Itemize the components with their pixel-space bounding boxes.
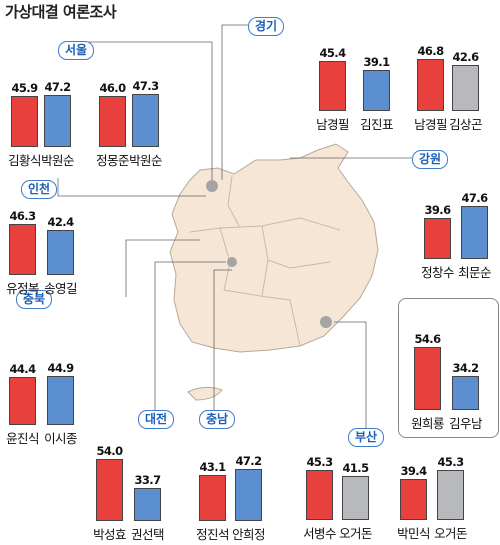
bar-value-label: 39.6 (424, 202, 452, 217)
bar-인천-유정복 (9, 223, 36, 275)
bar-value-label: 34.2 (452, 361, 480, 376)
candidate-name-label: 김진표 (360, 117, 393, 132)
region-label-gangwon: 강원 (412, 150, 449, 169)
bar-부산-박민식 (400, 478, 427, 520)
bar-서울-박원순 (44, 94, 71, 147)
candidate-name-label: 안희정 (232, 527, 265, 542)
candidate-name-label: 원희룡 (411, 416, 444, 431)
region-label-chungnam: 충남 (199, 410, 236, 429)
bar-value-label: 45.3 (437, 455, 465, 470)
candidate-name-label: 김황식 (8, 153, 41, 168)
bar-value-label: 42.6 (452, 50, 480, 65)
region-label-incheon: 인천 (21, 180, 58, 199)
bar-경기-김상곤 (452, 65, 479, 111)
bar-value-label: 45.9 (11, 81, 39, 96)
candidate-name-label: 송영길 (44, 281, 77, 296)
bar-value-label: 41.5 (342, 460, 370, 475)
bar-value-label: 43.1 (199, 459, 227, 474)
candidate-name-label: 정진석 (196, 527, 229, 542)
candidate-name-label: 정몽준 (96, 153, 129, 168)
bar-충북-이시종 (47, 375, 74, 425)
bar-value-label: 54.6 (414, 331, 442, 346)
bar-제주-원희룡 (414, 346, 441, 410)
bar-value-label: 33.7 (134, 473, 162, 488)
bar-value-label: 46.3 (9, 208, 37, 223)
candidate-name-label: 박원순 (129, 153, 162, 168)
daejeon-marker (227, 257, 237, 267)
bar-서울-정몽준 (99, 96, 126, 147)
peninsula-shape (169, 143, 379, 353)
region-label-gyeonggi: 경기 (248, 17, 285, 36)
bar-value-label: 46.0 (99, 81, 127, 96)
bar-인천-송영길 (47, 229, 74, 275)
bar-value-label: 39.4 (400, 463, 428, 478)
busan-marker (320, 316, 332, 328)
candidate-name-label: 박성효 (93, 527, 126, 542)
bar-서울-박원순 (132, 94, 159, 147)
bar-부산-오거돈 (437, 470, 464, 520)
bar-value-label: 47.3 (132, 79, 160, 94)
bar-value-label: 45.4 (319, 46, 347, 61)
candidate-name-label: 남경필 (316, 117, 349, 132)
bar-value-label: 39.1 (363, 55, 391, 70)
bar-대전-권선택 (134, 488, 161, 521)
bar-제주-김우남 (452, 376, 479, 410)
region-label-busan: 부산 (348, 428, 385, 447)
region-label-daejeon: 대전 (138, 410, 175, 429)
leader-lines (57, 24, 412, 428)
bar-경기-남경필 (319, 61, 346, 111)
candidate-name-label: 정창수 (421, 265, 454, 280)
region-label-seoul: 서울 (58, 41, 95, 60)
candidate-name-label: 윤진식 (6, 431, 39, 446)
seoul-marker (206, 180, 218, 192)
bar-value-label: 42.4 (47, 214, 75, 229)
candidate-name-label: 김우남 (449, 416, 482, 431)
bar-부산-서병수 (306, 470, 333, 520)
candidate-name-label: 남경필 (414, 117, 447, 132)
bar-value-label: 45.3 (306, 455, 334, 470)
candidate-name-label: 오거돈 (339, 526, 372, 541)
chart-title: 가상대결 여론조사 (5, 3, 117, 21)
bar-value-label: 46.8 (417, 44, 445, 59)
bar-부산-오거돈 (342, 475, 369, 520)
region-label-chungbuk: 충북 (16, 290, 53, 309)
bar-경기-김진표 (363, 70, 390, 111)
bar-강원-정창수 (424, 217, 451, 259)
bar-충남-안희정 (235, 468, 262, 521)
candidate-name-label: 박민식 (397, 526, 430, 541)
bar-value-label: 44.9 (47, 360, 75, 375)
bar-대전-박성효 (96, 458, 123, 521)
bar-value-label: 47.6 (461, 190, 489, 205)
candidate-name-label: 이시종 (44, 431, 77, 446)
candidate-name-label: 박원순 (41, 153, 74, 168)
candidate-name-label: 김상곤 (449, 117, 482, 132)
bar-충남-정진석 (199, 474, 226, 521)
candidate-name-label: 최문순 (458, 265, 491, 280)
candidate-name-label: 오거돈 (434, 526, 467, 541)
bar-경기-남경필 (417, 59, 444, 111)
bar-서울-김황식 (11, 96, 38, 147)
bar-value-label: 54.0 (96, 443, 124, 458)
bar-강원-최문순 (461, 205, 488, 259)
candidate-name-label: 유정복 (6, 281, 39, 296)
bar-value-label: 47.2 (44, 79, 72, 94)
bar-value-label: 47.2 (235, 453, 263, 468)
candidate-name-label: 서병수 (303, 526, 336, 541)
bar-value-label: 44.4 (9, 361, 37, 376)
jeju-island (187, 386, 223, 401)
bar-충북-윤진식 (9, 376, 36, 425)
candidate-name-label: 권선택 (131, 527, 164, 542)
